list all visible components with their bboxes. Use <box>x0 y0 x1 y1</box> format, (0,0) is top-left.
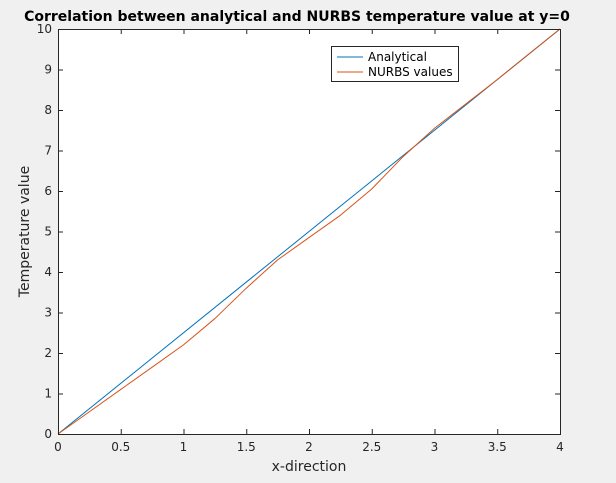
legend-label: Analytical <box>368 50 427 64</box>
x-tick-label: 0.5 <box>111 440 130 454</box>
series-line-analytical <box>57 28 561 435</box>
x-tick-label: 0 <box>54 440 62 454</box>
y-axis-title: Temperature value <box>17 166 33 298</box>
legend-box <box>331 46 459 82</box>
y-tick-label: 1 <box>44 387 52 401</box>
y-tick-label: 8 <box>44 103 52 117</box>
y-tick-label: 3 <box>44 306 52 320</box>
ticks-layer: 0 0.5 1 1.5 2 2.5 3 3.5 4 0 1 2 3 4 5 6 7 8 9 10 <box>37 22 564 454</box>
x-tick-label: 2.5 <box>362 440 381 454</box>
y-tick-label: 5 <box>44 225 52 239</box>
x-tick-label: 3 <box>431 440 439 454</box>
series-line-nurbs <box>57 28 561 435</box>
x-tick-label: 1 <box>180 440 188 454</box>
series-layer <box>57 28 561 435</box>
x-axis-title: x-direction <box>272 459 347 475</box>
y-tick-label: 10 <box>37 22 52 36</box>
x-tick-label: 3.5 <box>488 440 507 454</box>
x-tick-label: 1.5 <box>237 440 256 454</box>
y-tick-label: 2 <box>44 346 52 360</box>
y-tick-label: 4 <box>44 265 52 279</box>
legend-label: NURBS values <box>368 65 453 79</box>
y-tick-label: 7 <box>44 144 52 158</box>
chart-title: Correlation between analytical and NURBS… <box>24 9 570 25</box>
x-tick-label: 4 <box>556 440 564 454</box>
y-tick-label: 6 <box>44 184 52 198</box>
x-tick-label: 2 <box>305 440 313 454</box>
y-tick-label: 0 <box>44 427 52 441</box>
y-tick-label: 9 <box>44 63 52 77</box>
